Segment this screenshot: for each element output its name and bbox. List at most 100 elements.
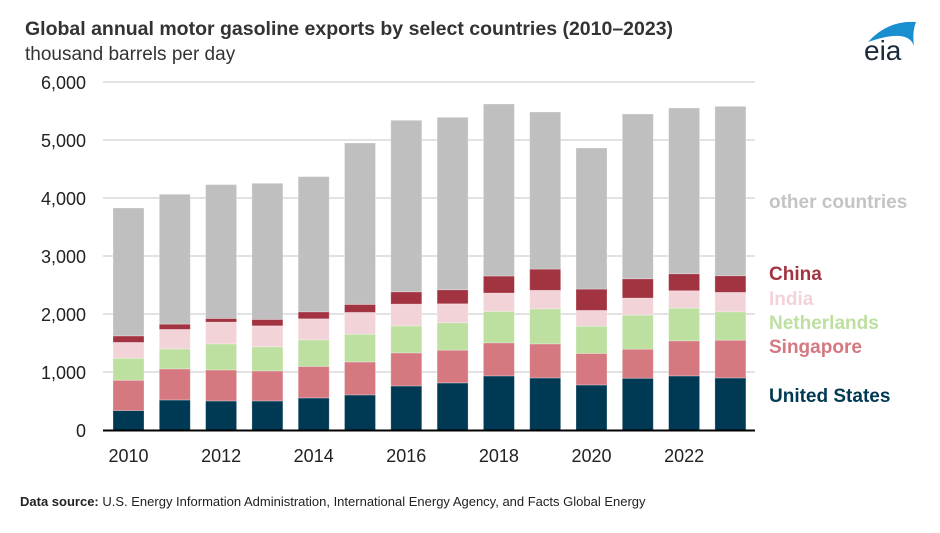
bar-segment-other-countries	[621, 113, 654, 280]
bar-segment-china	[112, 335, 145, 343]
bar-segment-china	[529, 268, 562, 291]
bar-segment-india	[297, 318, 330, 341]
x-tick-label: 2018	[479, 446, 519, 466]
x-tick-label: 2016	[386, 446, 426, 466]
eia-logo: eia	[864, 21, 916, 64]
bar-segment-singapore	[205, 369, 238, 402]
bar-segment-other-countries	[714, 105, 747, 277]
bar-segment-netherlands	[112, 357, 145, 381]
bar-segment-china	[297, 311, 330, 320]
bar-segment-other-countries	[436, 116, 469, 291]
bar-segment-other-countries	[297, 176, 330, 313]
bar-segment-india	[158, 329, 191, 350]
bar-segment-india	[482, 292, 515, 312]
y-tick-label: 5,000	[41, 131, 86, 151]
bar-segment-other-countries	[529, 111, 562, 270]
bar-segment-united-states	[482, 375, 515, 431]
bar-segment-india	[344, 312, 376, 335]
bar-segment-united-states	[205, 400, 238, 431]
bar-segment-netherlands	[482, 310, 515, 344]
bar-segment-singapore	[251, 370, 284, 402]
bar-segment-china	[482, 275, 515, 294]
bar-segment-united-states	[621, 377, 654, 431]
y-tick-label: 4,000	[41, 189, 86, 209]
bar-segment-china	[205, 318, 238, 323]
bar-segment-singapore	[112, 379, 145, 411]
bar-2019	[529, 111, 562, 431]
bar-segment-india	[112, 342, 145, 359]
bar-segment-netherlands	[205, 343, 238, 371]
data-source-label: Data source:	[20, 494, 99, 509]
bar-segment-united-states	[714, 377, 747, 431]
bar-segment-india	[390, 303, 423, 327]
x-tick-label: 2022	[664, 446, 704, 466]
chart-title: Global annual motor gasoline exports by …	[25, 18, 674, 40]
y-tick-label: 0	[76, 421, 86, 441]
bar-segment-netherlands	[436, 322, 469, 351]
x-tick-label: 2020	[571, 446, 611, 466]
bar-2012	[205, 184, 238, 431]
bar-segment-united-states	[112, 410, 145, 431]
eia-logo-text: eia	[864, 35, 902, 64]
y-axis: 0 1,000 2,000 3,000 4,000 5,000 6,000	[41, 73, 86, 441]
bar-segment-united-states	[158, 399, 191, 431]
x-tick-label: 2012	[201, 446, 241, 466]
bar-segment-united-states	[390, 385, 423, 431]
bar-segment-netherlands	[668, 307, 700, 342]
bar-segment-india	[205, 321, 238, 345]
bar-segment-other-countries	[344, 142, 376, 305]
legend-other-countries: other countries	[769, 192, 907, 213]
legend-singapore: Singapore	[769, 337, 862, 358]
bar-segment-singapore	[668, 340, 700, 377]
eia-logo-arc	[868, 21, 916, 46]
bar-segment-singapore	[529, 343, 562, 379]
bar-2021	[621, 113, 654, 431]
bar-segment-india	[251, 325, 284, 348]
bar-segment-india	[575, 310, 608, 327]
bar-segment-netherlands	[251, 346, 284, 372]
bar-segment-singapore	[344, 361, 376, 396]
bar-2014	[297, 176, 330, 431]
bar-segment-united-states	[344, 394, 376, 431]
bar-segment-united-states	[251, 400, 284, 431]
bar-2020	[575, 147, 608, 431]
bar-segment-india	[621, 297, 654, 316]
bar-segment-netherlands	[714, 311, 747, 341]
bar-segment-netherlands	[344, 333, 376, 363]
bar-2011	[158, 193, 191, 431]
bar-segment-netherlands	[621, 314, 654, 350]
bar-segment-china	[390, 291, 423, 305]
bar-segment-other-countries	[575, 147, 608, 290]
bar-segment-india	[529, 289, 562, 310]
chart-subtitle: thousand barrels per day	[25, 44, 236, 65]
bar-2017	[436, 116, 469, 431]
bar-segment-singapore	[482, 342, 515, 377]
legend-netherlands: Netherlands	[769, 313, 879, 334]
bar-segment-china	[575, 288, 608, 311]
bar-2016	[390, 119, 423, 431]
bar-segment-netherlands	[390, 325, 423, 354]
bar-segment-other-countries	[251, 182, 284, 320]
y-tick-label: 1,000	[41, 363, 86, 383]
bar-segment-netherlands	[158, 348, 191, 370]
bar-2018	[482, 103, 515, 431]
bar-segment-china	[668, 273, 700, 292]
bar-segment-singapore	[158, 368, 191, 401]
bar-segment-china	[714, 275, 747, 293]
bar-2022	[668, 107, 700, 431]
bar-segment-united-states	[529, 377, 562, 431]
bars	[112, 103, 747, 431]
x-tick-label: 2010	[108, 446, 148, 466]
bar-segment-united-states	[668, 375, 700, 431]
bar-segment-singapore	[621, 348, 654, 379]
bar-segment-india	[436, 303, 469, 324]
bar-segment-united-states	[575, 384, 608, 431]
y-tick-label: 6,000	[41, 73, 86, 93]
data-source-text: U.S. Energy Information Administration, …	[98, 494, 646, 509]
x-axis: 2010 2012 2014 2016 2018 2020 2022	[103, 429, 755, 466]
bar-2015	[344, 142, 376, 431]
bar-segment-other-countries	[112, 207, 145, 337]
bar-segment-china	[344, 303, 376, 313]
bar-segment-china	[436, 289, 469, 305]
